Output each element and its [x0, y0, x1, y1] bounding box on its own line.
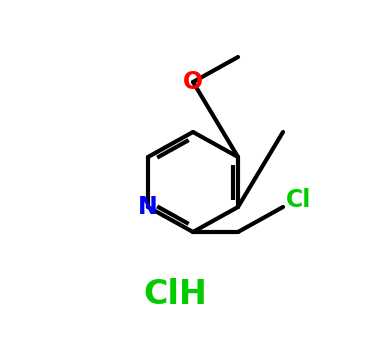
Text: Cl: Cl — [286, 188, 311, 212]
Text: N: N — [138, 195, 158, 219]
Text: ClH: ClH — [143, 278, 207, 311]
Text: O: O — [183, 70, 203, 94]
